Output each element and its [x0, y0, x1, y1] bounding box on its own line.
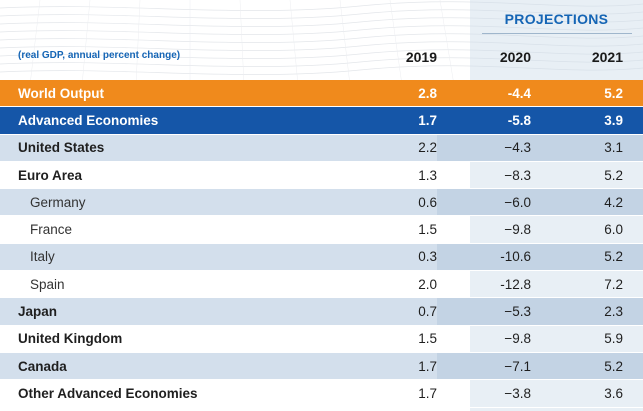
row-name: Spain	[0, 270, 377, 299]
value-2021: 3.9	[563, 106, 623, 135]
value-2020: −7.1	[471, 352, 531, 381]
table-row-world-output: World Output 2.8 -4.4 5.2	[0, 80, 643, 108]
value-2019: 1.3	[377, 161, 437, 190]
row-name: World Output	[0, 80, 377, 108]
row-name: Japan	[0, 297, 377, 326]
year-header-2020: 2020	[499, 49, 531, 65]
table-row-united-states: United States 2.2 −4.3 3.1	[0, 134, 643, 162]
table-row-spain: Spain 2.0 -12.8 7.2	[0, 270, 643, 299]
value-2021: 7.2	[563, 270, 623, 299]
value-2020: −5.3	[471, 297, 531, 326]
table-row-italy: Italy 0.3 -10.6 5.2	[0, 243, 643, 272]
value-2021: 6.0	[563, 215, 623, 244]
value-2021: 5.2	[563, 80, 623, 108]
value-2020: -5.8	[471, 106, 531, 135]
value-2019: 1.5	[377, 215, 437, 244]
value-2020: -4.4	[471, 80, 531, 108]
year-header-2019: 2019	[405, 49, 437, 65]
value-2021: 5.9	[563, 325, 623, 353]
value-2021: 2.3	[563, 297, 623, 326]
value-2019: 0.3	[377, 243, 437, 272]
value-2020: −8.3	[471, 161, 531, 190]
row-name: Germany	[0, 188, 377, 217]
value-2019: 1.7	[377, 352, 437, 381]
value-2021: 3.1	[563, 134, 623, 162]
row-name: United States	[0, 134, 377, 162]
value-2019: 0.6	[377, 188, 437, 217]
value-2020: −6.0	[471, 188, 531, 217]
table-row-other-advanced-economies: Other Advanced Economies 1.7 −3.8 3.6	[0, 379, 643, 408]
value-2020: −9.8	[471, 215, 531, 244]
value-2020: −9.8	[471, 325, 531, 353]
value-2019: 1.7	[377, 379, 437, 408]
value-2019: 1.5	[377, 325, 437, 353]
value-2021: 4.2	[563, 188, 623, 217]
value-2019: 2.0	[377, 270, 437, 299]
row-name: United Kingdom	[0, 325, 377, 353]
value-2019: 2.8	[377, 80, 437, 108]
row-name: Other Advanced Economies	[0, 379, 377, 408]
row-name: Canada	[0, 352, 377, 381]
value-2021: 5.2	[563, 243, 623, 272]
row-name: France	[0, 215, 377, 244]
projections-divider	[482, 33, 632, 34]
table-row-japan: Japan 0.7 −5.3 2.3	[0, 297, 643, 326]
value-2020: −4.3	[471, 134, 531, 162]
value-2019: 0.7	[377, 297, 437, 326]
table-row-germany: Germany 0.6 −6.0 4.2	[0, 188, 643, 217]
row-name: Italy	[0, 243, 377, 272]
value-2020: −3.8	[471, 379, 531, 408]
value-2019: 1.7	[377, 106, 437, 135]
table-row-advanced-economies: Advanced Economies 1.7 -5.8 3.9	[0, 106, 643, 135]
value-2019: 2.2	[377, 134, 437, 162]
value-2020: -12.8	[471, 270, 531, 299]
row-name: Advanced Economies	[0, 106, 377, 135]
projections-label: PROJECTIONS	[504, 11, 609, 27]
gdp-table: World Output 2.8 -4.4 5.2 Advanced Econo…	[0, 80, 643, 408]
table-header: (real GDP, annual percent change) 2019 2…	[0, 40, 643, 76]
year-header-2021: 2021	[591, 49, 623, 65]
table-row-euro-area: Euro Area 1.3 −8.3 5.2	[0, 161, 643, 190]
table-row-canada: Canada 1.7 −7.1 5.2	[0, 352, 643, 381]
table-row-france: France 1.5 −9.8 6.0	[0, 215, 643, 244]
value-2021: 5.2	[563, 161, 623, 190]
value-2021: 3.6	[563, 379, 623, 408]
value-2021: 5.2	[563, 352, 623, 381]
row-name: Euro Area	[0, 161, 377, 190]
value-2020: -10.6	[471, 243, 531, 272]
unit-label: (real GDP, annual percent change)	[18, 50, 181, 61]
table-row-united-kingdom: United Kingdom 1.5 −9.8 5.9	[0, 325, 643, 353]
